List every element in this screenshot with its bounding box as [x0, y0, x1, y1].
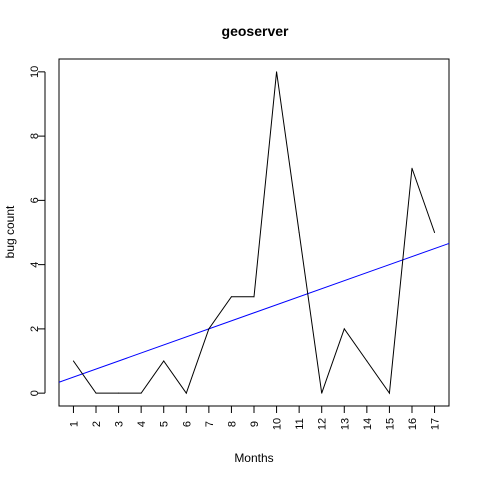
x-tick-label: 8 [226, 421, 238, 427]
x-tick-label: 6 [181, 421, 193, 427]
x-tick-label: 9 [249, 421, 261, 427]
plot-area [58, 58, 450, 407]
y-tick-label: 2 [29, 326, 41, 332]
x-tick-label: 13 [339, 418, 351, 430]
x-tick-label: 10 [272, 418, 284, 430]
data-point-month-10 [276, 71, 278, 73]
series-line-bug-count [73, 71, 436, 395]
data-point-month-13 [343, 328, 345, 330]
y-axis-label: bug count [3, 205, 17, 258]
data-point-month-1 [72, 360, 74, 362]
x-tick-label: 16 [407, 418, 419, 430]
x-tick-label: 14 [362, 418, 374, 430]
data-point-month-15 [388, 392, 390, 394]
x-tick-label: 4 [136, 421, 148, 427]
y-tick-label: 4 [29, 262, 41, 268]
y-tick-label: 8 [29, 133, 41, 139]
x-tick-label: 7 [204, 421, 216, 427]
x-tick-label: 11 [294, 418, 306, 429]
x-tick-label: 15 [384, 418, 396, 430]
data-point-month-5 [163, 360, 165, 362]
data-point-month-6 [185, 392, 187, 394]
x-tick-label: 17 [430, 418, 442, 430]
trend-line [58, 242, 450, 383]
data-point-month-11 [298, 232, 300, 233]
x-tick-label: 1 [68, 421, 80, 427]
data-point-month-16 [411, 167, 413, 169]
data-points [72, 71, 436, 394]
data-point-month-9 [253, 296, 255, 298]
y-tick-label: 6 [29, 197, 41, 203]
x-axis: 1 2 3 4 5 6 7 8 9 10 11 12 13 14 15 16 17 [68, 405, 442, 430]
chart-title: geoserver [222, 23, 289, 39]
data-point-month-3 [118, 392, 120, 394]
data-point-month-7 [208, 328, 210, 330]
x-axis-label: Months [234, 451, 273, 465]
data-point-month-4 [140, 392, 142, 394]
x-tick-label: 12 [317, 418, 329, 430]
y-tick-label: 0 [29, 390, 41, 396]
data-point-month-12 [321, 392, 323, 394]
data-point-month-14 [366, 360, 368, 362]
y-tick-label: 10 [29, 66, 41, 78]
x-tick-label: 3 [114, 421, 126, 427]
data-point-month-8 [230, 296, 232, 298]
data-point-month-2 [95, 392, 97, 394]
x-tick-label: 2 [91, 421, 103, 427]
y-axis: 0 2 4 6 8 10 [29, 66, 46, 396]
data-point-month-17 [434, 232, 436, 233]
x-tick-label: 5 [159, 421, 171, 427]
